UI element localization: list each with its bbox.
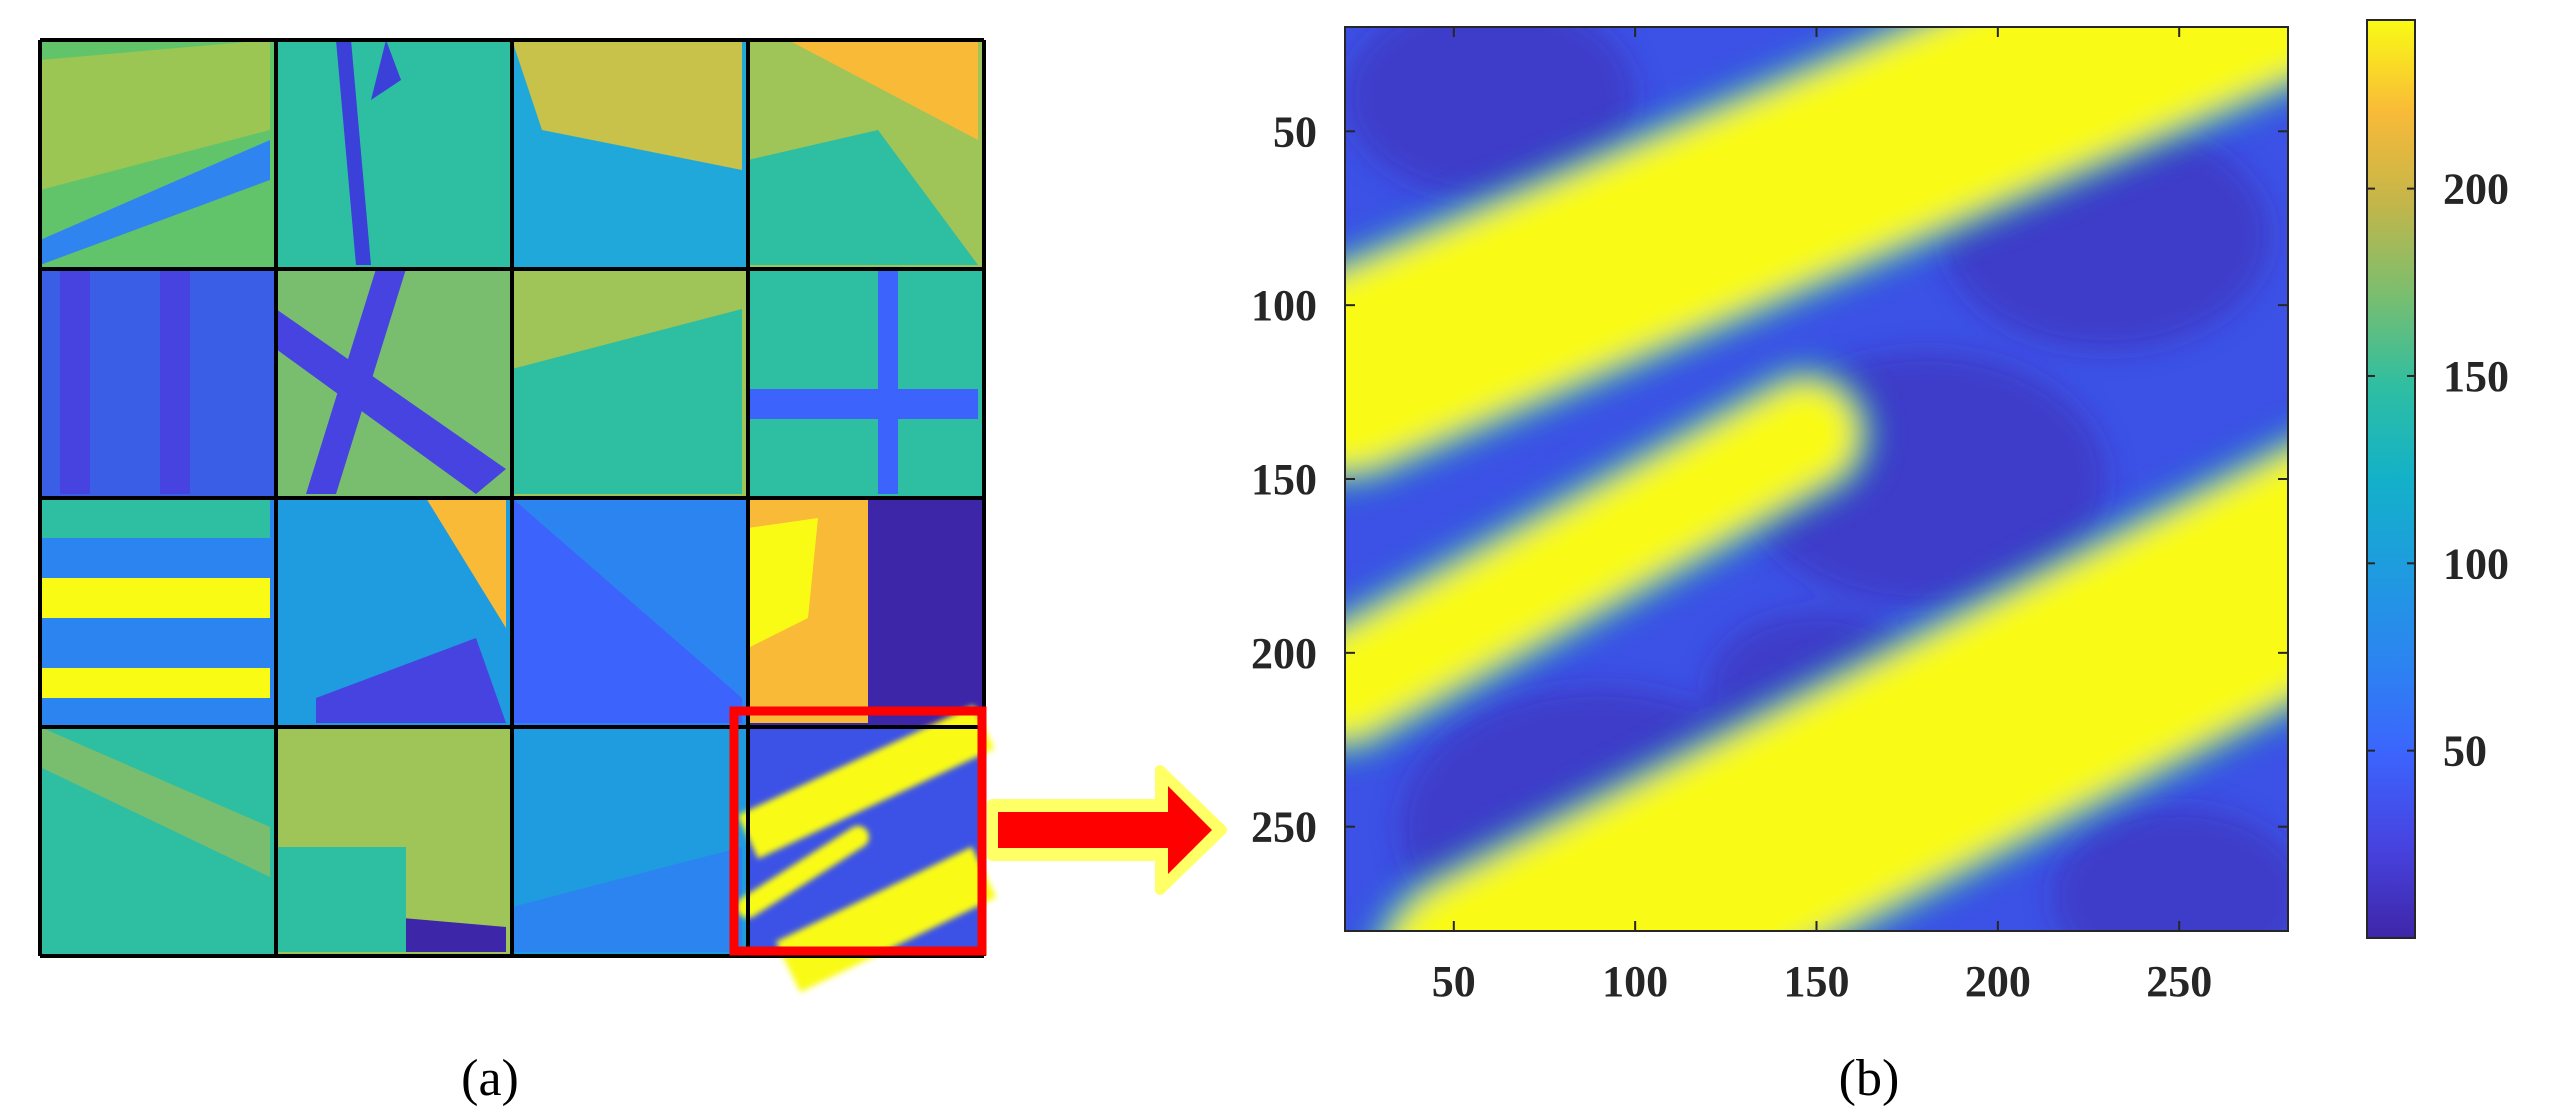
tile-mosaic [40,40,997,993]
x-tick-label: 100 [1602,957,1668,1006]
mosaic-tile-r1-c3 [748,269,984,498]
mosaic-tile-r0-c0 [40,40,276,269]
mosaic-tile-r3-c2 [512,727,748,956]
y-tick-label: 200 [1251,629,1317,678]
colorbar-tick-label: 100 [2443,539,2509,588]
colorbar-tick-label: 150 [2443,352,2509,401]
caption-b: (b) [1839,1050,1900,1107]
heatmap-upper-band [1345,27,2288,469]
red-arrow-icon [987,765,1227,895]
mosaic-tile-r2-c1 [276,498,512,727]
x-tick-label: 200 [1965,957,2031,1006]
colorbar-gradient [2366,19,2416,939]
mosaic-tile-r1-c0 [40,269,276,498]
colorbar-tick-label: 50 [2443,727,2487,776]
panel-a: (a) [38,38,1227,1107]
x-tick-label: 150 [1784,957,1850,1006]
heatmap-lower-band [1394,454,2288,931]
mosaic-tile-r1-c2 [512,269,748,498]
y-tick-label: 250 [1251,803,1317,852]
heatmap-image [1345,27,2288,931]
mosaic-tile-r1-c1 [276,269,512,498]
mosaic-tile-r0-c1 [276,40,512,269]
caption-a: (a) [461,1050,519,1107]
colorbar-ticks: 50 100 150 200 [2367,165,2509,776]
mosaic-tile-r3-c1 [276,727,512,956]
x-axis: 50 100 150 200 250 [1432,27,2212,1006]
heatmap-finger [1345,383,1857,739]
x-tick-label: 50 [1432,957,1476,1006]
mosaic-tile-r2-c2 [512,498,748,727]
y-tick-label: 100 [1251,281,1317,330]
y-axis: 50 100 150 200 250 [1251,107,2288,852]
colorbar: 50 100 150 200 [2366,19,2509,939]
y-tick-label: 150 [1251,455,1317,504]
mosaic-tile-r2-c0 [40,498,276,727]
mosaic-tile-r3-c0 [40,727,276,956]
mosaic-tile-r3-c3 [737,705,997,993]
colorbar-tick-label: 200 [2443,165,2509,214]
mosaic-tile-r0-c3 [748,40,984,269]
mosaic-tile-r2-c3 [748,498,984,727]
y-tick-label: 50 [1273,107,1317,156]
mosaic-tile-r0-c2 [512,40,748,269]
x-tick-label: 250 [2146,957,2212,1006]
panel-b: 50 100 150 200 250 50 100 150 200 250 50 100 150 20… [1251,19,2509,1107]
highlighted-tile-frame [729,706,987,956]
